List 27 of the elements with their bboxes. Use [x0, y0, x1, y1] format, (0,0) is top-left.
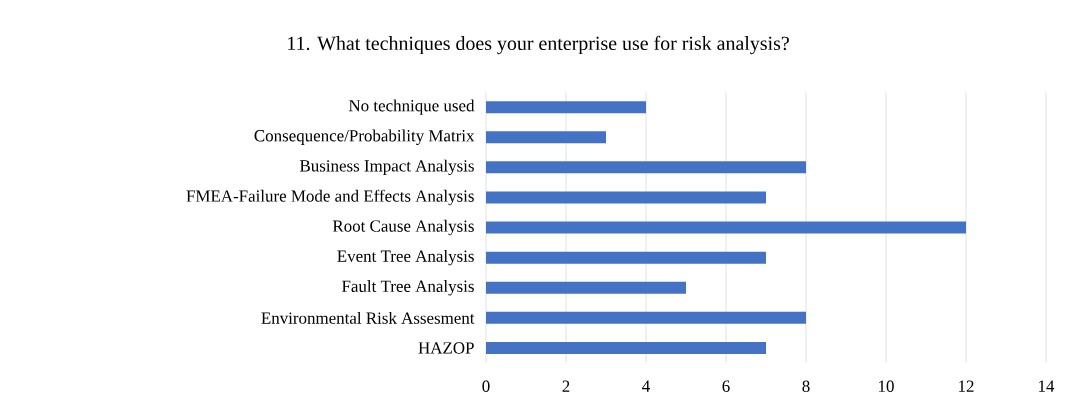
x-tick-label: 0	[482, 380, 490, 392]
x-tick-label: 4	[642, 380, 650, 392]
y-tick-label: Fault Tree Analysis	[341, 280, 474, 296]
bar	[486, 341, 766, 354]
bar	[486, 251, 766, 264]
y-tick-label: Environmental Risk Assesment	[261, 311, 475, 324]
bar	[486, 131, 606, 144]
bar	[486, 281, 686, 294]
bar	[486, 161, 807, 174]
chart-title: 11. What techniques does your enterprise use for risk analysis?	[288, 35, 789, 55]
y-tick-label: No technique used	[348, 99, 475, 115]
y-tick-label: HAZOP	[418, 342, 474, 354]
bar	[486, 101, 646, 114]
y-tick-label: Consequence/Probability Matrix	[254, 129, 475, 145]
bar	[486, 311, 807, 324]
bar	[486, 191, 766, 204]
x-tick-label: 8	[802, 380, 810, 392]
y-tick-label: Business Impact Analysis	[299, 159, 474, 176]
y-tick-label: Event Tree Analysis	[337, 249, 474, 266]
x-tick-label: 6	[722, 380, 730, 392]
x-tick-label: 2	[562, 380, 570, 392]
x-tick-label: 10	[879, 380, 894, 392]
x-tick-label: 14	[1039, 380, 1055, 392]
x-tick-label: 12	[959, 380, 974, 392]
y-tick-label: Root Cause Analysis	[332, 219, 474, 236]
y-tick-label: FMEA-Failure Mode and Effects Analysis	[186, 189, 474, 206]
bar	[486, 221, 967, 234]
